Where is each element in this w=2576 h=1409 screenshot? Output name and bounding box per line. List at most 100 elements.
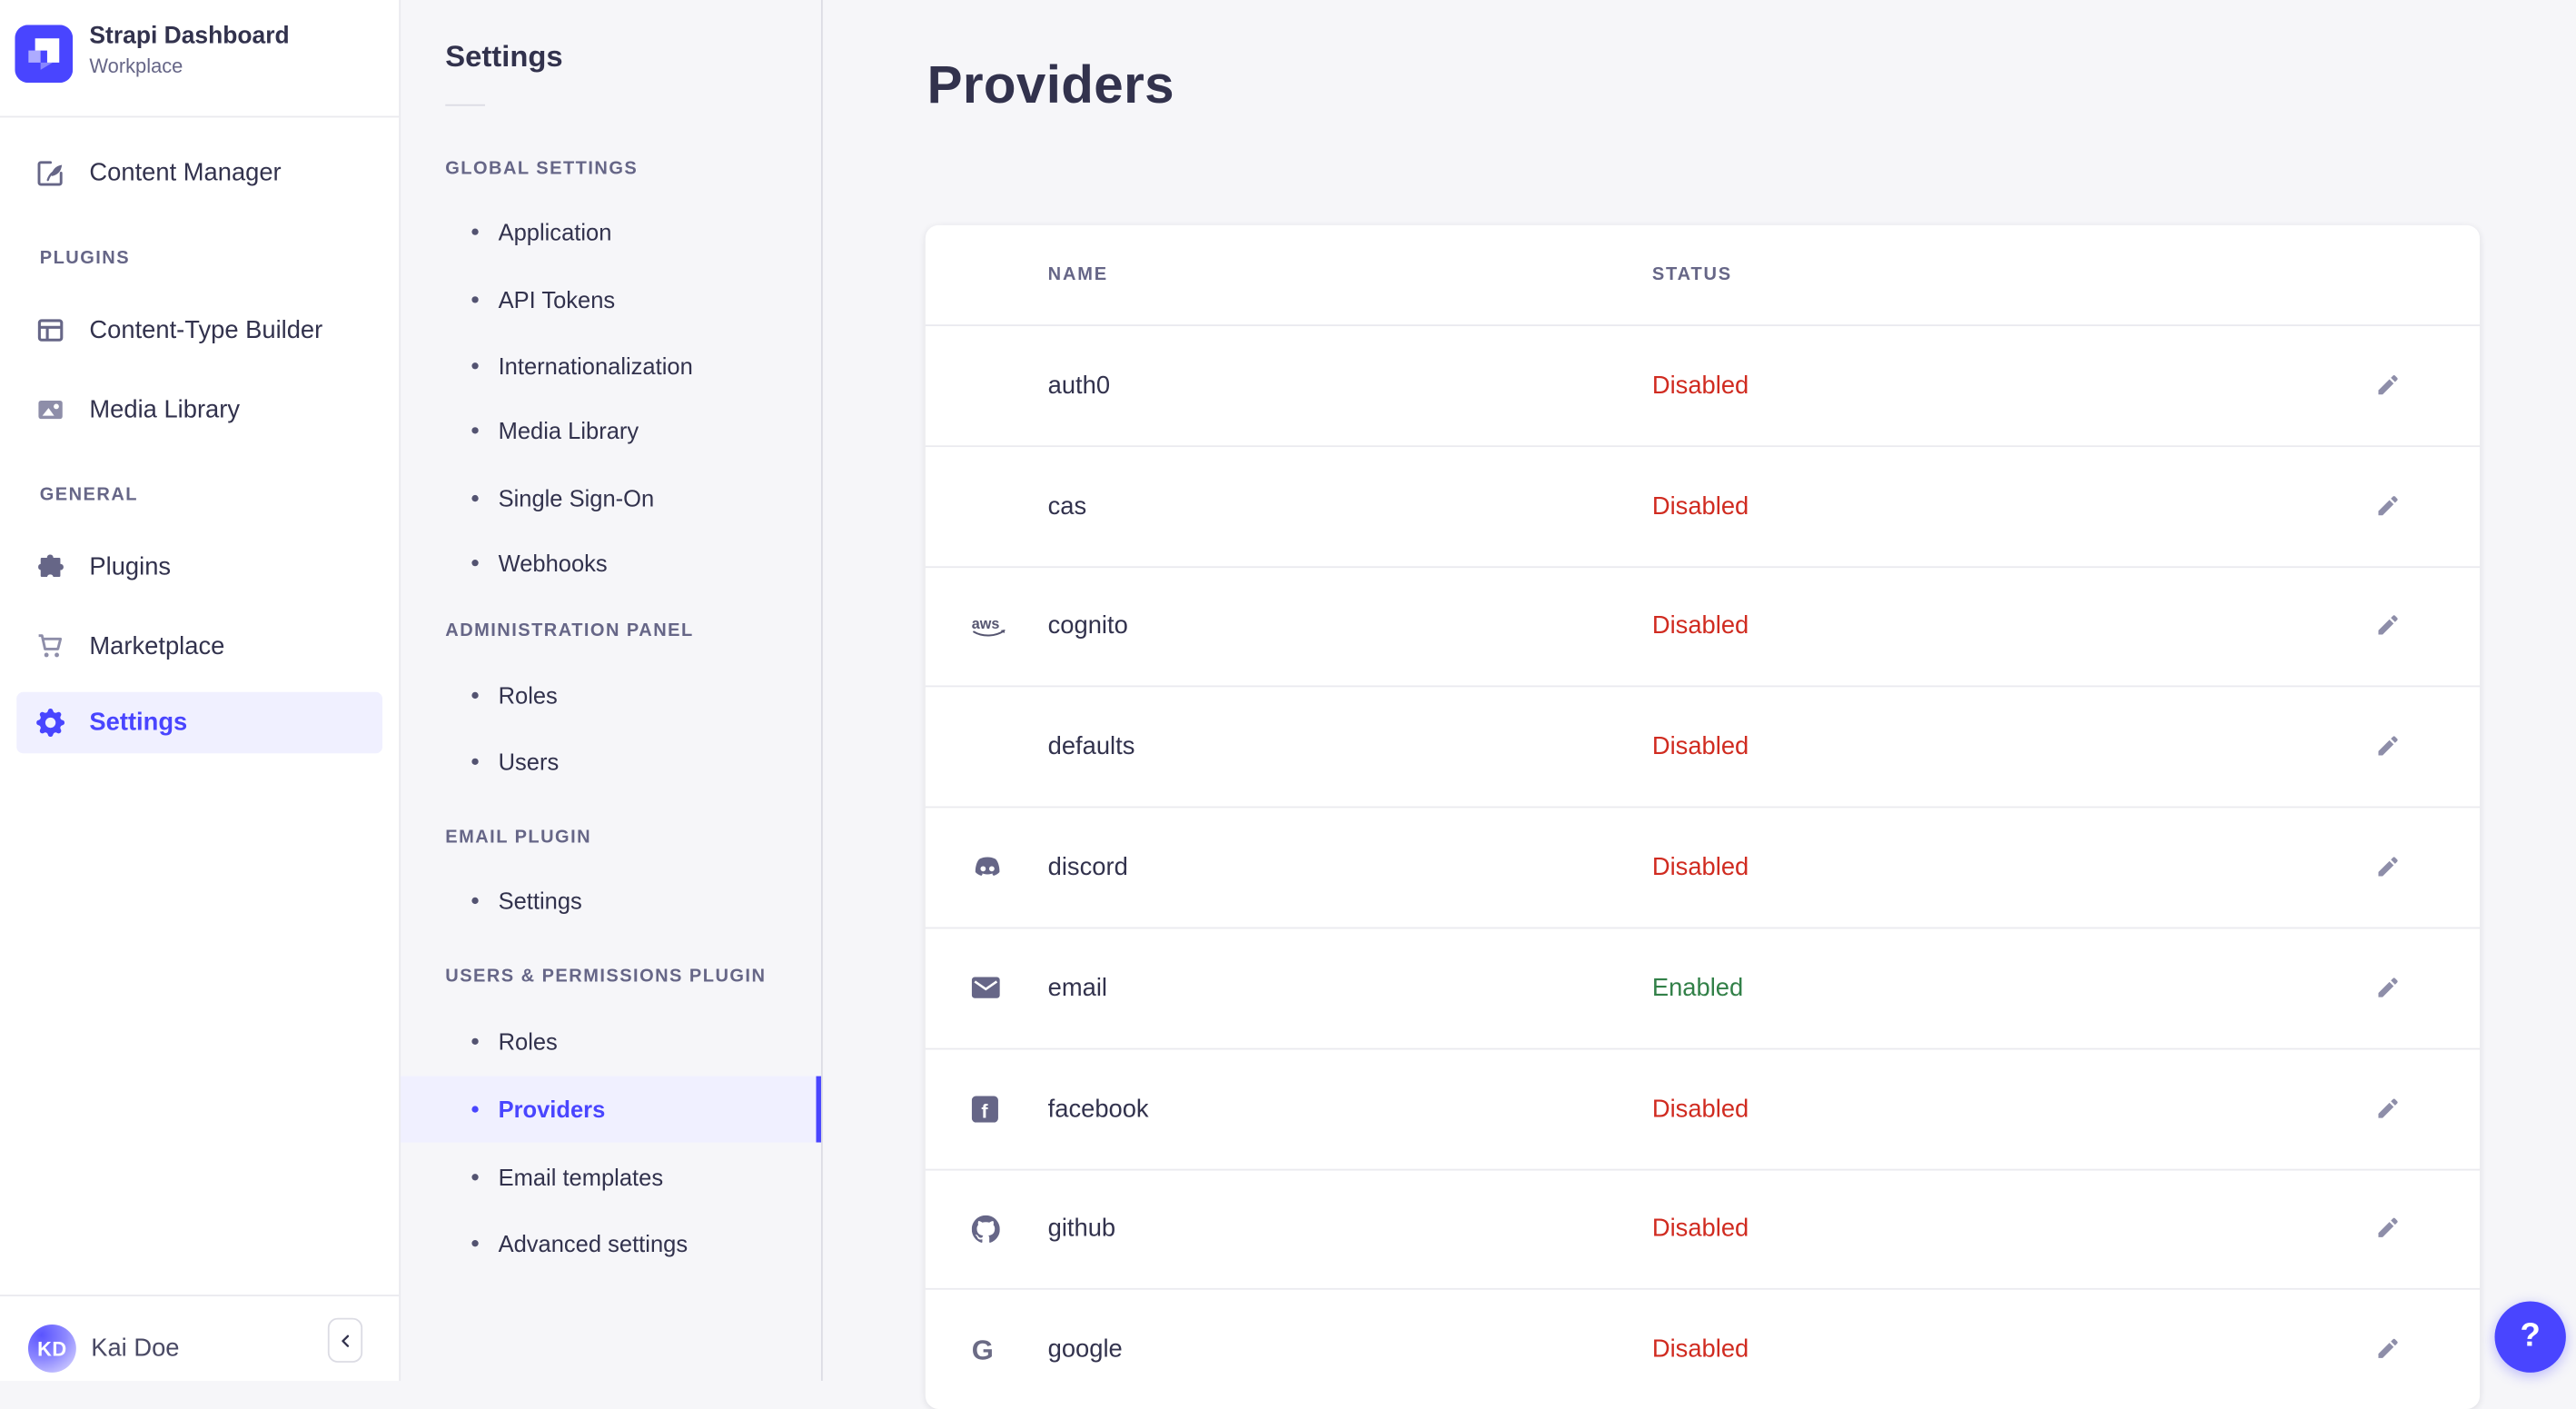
workspace-subtitle: Workplace	[89, 55, 183, 78]
page-title: Providers	[926, 55, 1174, 114]
subnav-item-up-roles[interactable]: Roles	[399, 1017, 821, 1067]
pencil-icon	[2378, 1218, 2398, 1238]
subnav-item-advanced-settings[interactable]: Advanced settings	[399, 1218, 821, 1268]
subnav-item-media-library[interactable]: Media Library	[399, 406, 821, 456]
subnav-item-internationalization[interactable]: Internationalization	[399, 341, 821, 391]
table-row-defaults: defaults Disabled	[925, 686, 2481, 807]
pencil-icon	[2378, 374, 2398, 395]
status-badge: Disabled	[1651, 853, 1749, 882]
subnav-item-email-templates[interactable]: Email templates	[399, 1152, 821, 1202]
pencil-icon	[2378, 857, 2398, 877]
bullet-icon	[471, 228, 479, 235]
bullet-icon	[471, 897, 479, 905]
app-root: Strapi Dashboard Workplace Content Manag…	[0, 0, 2566, 1381]
bullet-icon	[471, 1240, 479, 1247]
column-header-name: NAME	[1047, 264, 1108, 285]
sidebar-item-marketplace[interactable]: Marketplace	[0, 612, 399, 679]
provider-name: google	[1047, 1335, 1123, 1364]
sidebar-item-label: Content Manager	[89, 158, 282, 187]
subnav-item-single-sign-on[interactable]: Single Sign-On	[399, 472, 821, 522]
sidebar-item-label: Marketplace	[89, 631, 225, 660]
table-row-facebook: f facebook Disabled	[925, 1047, 2481, 1168]
discord-icon	[972, 851, 1008, 884]
subnav-item-email-settings[interactable]: Settings	[399, 876, 821, 926]
sidebar-item-label: Plugins	[89, 551, 172, 580]
help-button[interactable]: ?	[2494, 1301, 2566, 1373]
bullet-icon	[471, 690, 479, 699]
edit-pencil-button[interactable]	[2373, 1094, 2403, 1124]
edit-pencil-button[interactable]	[2373, 973, 2403, 1003]
status-badge: Disabled	[1651, 1215, 1749, 1244]
user-name: Kai Doe	[91, 1334, 180, 1363]
edit-pencil-button[interactable]	[2373, 853, 2403, 883]
bullet-icon	[471, 1106, 479, 1113]
content-manager-icon	[36, 158, 64, 186]
status-badge: Disabled	[1651, 1335, 1749, 1364]
edit-pencil-button[interactable]	[2373, 491, 2403, 521]
workspace-title: Strapi Dashboard	[89, 23, 290, 50]
bullet-icon	[471, 1174, 479, 1181]
provider-name: defaults	[1047, 732, 1135, 761]
sidebar-item-content-type-builder[interactable]: Content-Type Builder	[0, 296, 399, 362]
strapi-logo-icon	[15, 25, 74, 84]
sidebar-item-label: Media Library	[89, 394, 241, 423]
github-icon	[971, 1213, 1008, 1245]
bullet-icon	[471, 1037, 479, 1045]
sidebar-section-general: GENERAL	[39, 484, 138, 505]
edit-pencil-button[interactable]	[2373, 611, 2403, 641]
google-icon: G	[971, 1334, 994, 1366]
subnav-item-api-tokens[interactable]: API Tokens	[399, 274, 821, 324]
status-badge: Disabled	[1651, 491, 1749, 521]
pencil-icon	[2378, 1097, 2398, 1118]
table-row-github: github Disabled	[925, 1167, 2481, 1289]
plugins-icon	[36, 552, 64, 580]
subnav-item-providers[interactable]: Providers	[399, 1076, 821, 1143]
subnav-section-administration-panel: ADMINISTRATION PANEL	[445, 620, 694, 641]
pencil-icon	[2378, 736, 2398, 757]
svg-text:aws: aws	[972, 616, 1000, 632]
subnav-item-application[interactable]: Application	[399, 207, 821, 257]
edit-pencil-button[interactable]	[2373, 1335, 2403, 1364]
subnav-item-roles[interactable]: Roles	[399, 670, 821, 719]
pencil-icon	[2378, 495, 2398, 515]
sidebar-item-label: Settings	[89, 709, 188, 738]
subnav-section-users-permissions-plugin: USERS & PERMISSIONS PLUGIN	[445, 967, 767, 987]
bullet-icon	[471, 757, 479, 765]
status-badge: Disabled	[1651, 612, 1749, 641]
sidebar-item-media-library[interactable]: Media Library	[0, 376, 399, 442]
aws-icon: aws	[972, 610, 1008, 643]
status-badge: Disabled	[1651, 371, 1749, 400]
table-row-email: email Enabled	[925, 927, 2481, 1048]
subnav-item-users[interactable]: Users	[399, 736, 821, 786]
edit-pencil-button[interactable]	[2373, 1215, 2403, 1245]
provider-name: discord	[1047, 853, 1128, 882]
workspace-brand: Strapi Dashboard Workplace	[0, 0, 399, 116]
edit-pencil-button[interactable]	[2373, 732, 2403, 762]
provider-name: email	[1047, 974, 1107, 1003]
email-icon	[971, 972, 1008, 1005]
table-row-cognito: aws cognito Disabled	[925, 565, 2481, 687]
edit-pencil-button[interactable]	[2373, 371, 2403, 401]
pencil-icon	[2378, 616, 2398, 636]
bullet-icon	[471, 362, 479, 369]
sidebar-item-label: Content-Type Builder	[89, 315, 323, 344]
sidebar-item-plugins[interactable]: Plugins	[0, 533, 399, 600]
chevron-left-icon	[341, 1334, 349, 1346]
subnav-item-webhooks[interactable]: Webhooks	[399, 538, 821, 588]
sidebar-divider	[0, 115, 400, 118]
provider-name: cognito	[1047, 612, 1128, 641]
sidebar-item-settings[interactable]: Settings	[16, 691, 382, 754]
marketplace-cart-icon	[36, 631, 64, 660]
table-row-cas: cas Disabled	[925, 444, 2481, 566]
sidebar-item-content-manager[interactable]: Content Manager	[0, 139, 399, 205]
sidebar-collapse-button[interactable]	[327, 1317, 363, 1363]
subnav-section-email-plugin: EMAIL PLUGIN	[445, 828, 592, 848]
user-avatar[interactable]: KD	[27, 1325, 76, 1373]
bullet-icon	[471, 560, 479, 567]
provider-name: auth0	[1047, 371, 1111, 400]
svg-text:f: f	[981, 1100, 988, 1122]
content-type-builder-icon	[36, 315, 64, 343]
status-badge: Disabled	[1651, 732, 1749, 761]
main-sidebar: Strapi Dashboard Workplace Content Manag…	[0, 0, 401, 1381]
table-row-auth0: auth0 Disabled	[925, 324, 2481, 445]
